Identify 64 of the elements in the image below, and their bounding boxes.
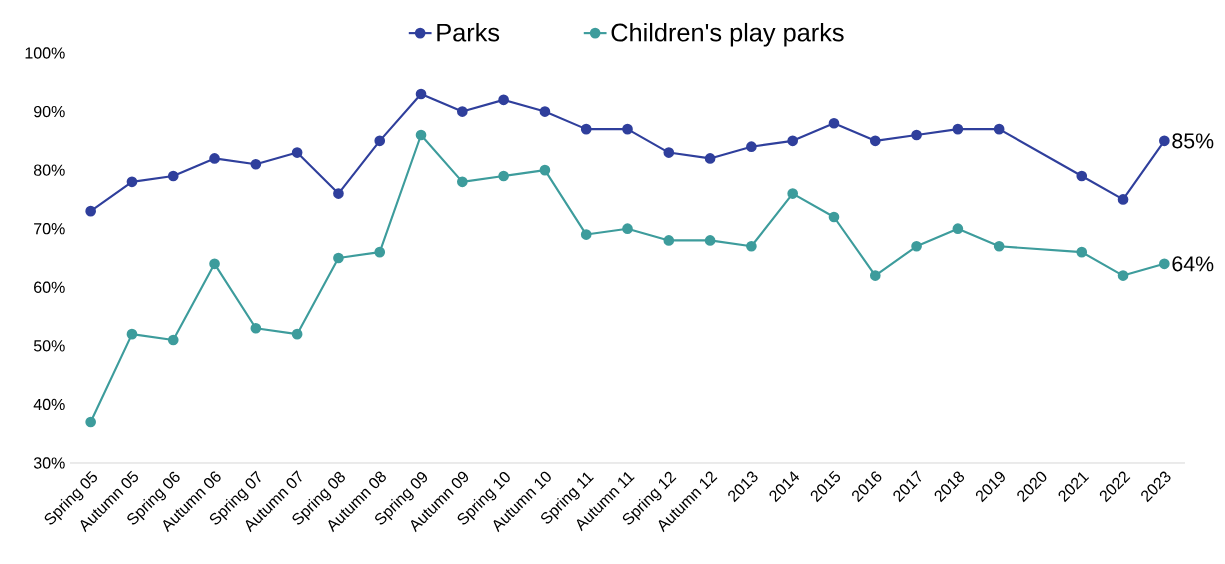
y-tick-label: 100% [25,47,65,59]
point [456,106,468,117]
point [622,123,633,135]
point [869,270,881,281]
point [167,334,179,346]
legend-label: Parks [437,22,500,42]
point [869,135,881,147]
point [1076,246,1088,258]
point [498,94,509,106]
y-tick-label: 50% [33,340,65,352]
point [1117,270,1129,281]
point [85,205,96,217]
point [993,240,1005,252]
point [911,240,922,252]
point [291,328,303,340]
point [952,223,964,235]
point [1159,135,1170,147]
annotation: 85% [1172,133,1214,149]
point [333,252,344,264]
point [415,88,427,100]
point [704,153,716,164]
point [828,117,840,129]
point [746,141,757,153]
annotation: 64% [1172,256,1214,272]
point [580,123,592,135]
y-tick-label: 30% [33,457,65,469]
y-tick-label: 60% [34,281,65,293]
y-tick-label: 80% [33,164,65,176]
y-tick-label: 90% [34,105,65,118]
y-tick-label: 70% [34,223,65,235]
point [1076,170,1088,182]
point [746,240,757,252]
point [209,258,220,270]
point [498,170,509,182]
point [167,170,179,182]
point [663,147,675,158]
point [911,129,922,141]
point [539,106,551,117]
point [374,135,386,147]
point [622,223,633,235]
point [580,229,592,240]
point [539,164,551,176]
point [704,235,716,246]
point [209,153,220,164]
point [333,188,344,199]
point [787,135,799,147]
point [993,123,1005,135]
point [663,235,675,246]
point [456,176,468,188]
legend-label: Children's play parks [611,22,844,47]
point [787,188,799,199]
point [1117,194,1129,205]
point [415,129,427,141]
point [374,246,386,258]
point [126,328,138,340]
point [291,147,303,158]
y-tick-label: 40% [33,398,65,411]
point [250,158,262,170]
point [126,176,138,188]
point [1159,258,1170,270]
point [952,123,964,135]
point [85,416,96,428]
point [250,322,262,334]
point [828,211,840,223]
